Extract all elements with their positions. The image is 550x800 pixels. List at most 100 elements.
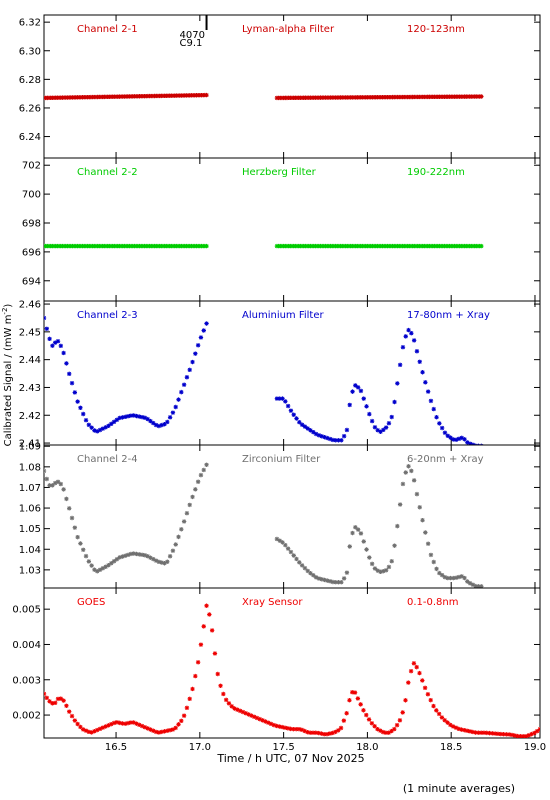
data-point	[64, 703, 69, 709]
data-point	[313, 431, 319, 437]
data-point	[473, 730, 478, 735]
y-tick-label: 2.46	[19, 300, 41, 311]
data-point	[308, 571, 313, 576]
data-point	[223, 697, 229, 703]
data-point	[456, 726, 461, 732]
data-point	[283, 542, 288, 548]
data-point	[378, 728, 383, 733]
data-point	[420, 678, 425, 683]
data-point	[170, 727, 176, 732]
data-point	[327, 579, 333, 584]
data-point	[476, 730, 481, 735]
data-point	[187, 696, 192, 702]
data-point	[322, 577, 327, 583]
data-point	[240, 709, 246, 715]
y-tick-label: 1.04	[19, 545, 41, 556]
data-point	[131, 551, 136, 556]
data-point	[114, 720, 120, 725]
data-point	[190, 359, 195, 365]
data-point	[89, 425, 94, 430]
data-point	[437, 421, 442, 426]
data-point	[271, 722, 276, 728]
data-point	[137, 722, 142, 728]
data-point	[311, 429, 316, 435]
data-point	[420, 370, 425, 375]
data-point	[176, 722, 181, 727]
panel-filter-label: Lyman-alpha Filter	[242, 24, 335, 35]
data-point	[532, 730, 537, 736]
data-point	[294, 556, 299, 562]
data-point	[190, 686, 195, 692]
panel-frame	[43, 157, 541, 302]
data-point	[198, 472, 204, 478]
data-point	[515, 733, 520, 738]
data-point	[369, 561, 375, 567]
data-point	[187, 502, 192, 508]
data-point	[361, 708, 366, 713]
data-point	[506, 732, 512, 737]
data-point	[106, 562, 111, 568]
data-point	[125, 414, 131, 419]
data-point	[479, 243, 484, 249]
data-point	[299, 422, 305, 427]
data-point	[341, 433, 347, 439]
y-tick-label: 2.41	[19, 439, 41, 450]
data-point	[397, 362, 403, 368]
panel-ch2-2: 694 696 698 700 702 Channel 2-2 Herzberg Filte…	[22, 157, 541, 302]
data-point	[364, 712, 369, 718]
data-point	[109, 421, 114, 427]
data-point	[83, 553, 89, 559]
data-point	[358, 531, 364, 536]
data-point	[459, 727, 464, 732]
data-point	[428, 398, 434, 404]
data-point	[498, 731, 503, 737]
panel-goes: 0.002 0.003 0.004 0.005 GOES Xray Sensor 0.1-0…	[12, 587, 546, 753]
data-point	[291, 412, 296, 417]
data-point	[69, 380, 75, 386]
data-point	[291, 726, 296, 732]
data-point	[414, 491, 420, 497]
data-point	[280, 540, 285, 545]
series-segment-0	[44, 92, 209, 101]
data-point	[55, 339, 61, 344]
data-point	[184, 375, 190, 380]
data-point	[442, 717, 447, 723]
data-point	[434, 708, 439, 713]
data-point	[325, 578, 330, 583]
panel-band-label: 120-123nm	[407, 24, 465, 35]
data-point	[125, 552, 131, 558]
data-point	[285, 546, 291, 551]
data-point	[123, 553, 128, 558]
data-point	[58, 696, 64, 701]
panel-band-label: 17-80nm + Xray	[407, 310, 490, 321]
data-point	[72, 390, 78, 395]
series-segment-1	[274, 464, 484, 588]
data-point	[439, 425, 445, 431]
series-segment-0	[44, 315, 209, 434]
data-point	[395, 523, 400, 529]
data-point	[490, 731, 495, 736]
data-point	[218, 683, 223, 689]
data-point	[467, 729, 473, 734]
data-point	[431, 406, 436, 412]
data-point	[103, 425, 108, 430]
data-point	[313, 730, 319, 735]
data-point	[120, 721, 125, 726]
data-point	[358, 702, 363, 707]
data-point	[184, 510, 190, 516]
data-point	[453, 437, 459, 442]
data-point	[439, 715, 445, 720]
data-point	[431, 703, 436, 709]
data-point	[400, 345, 406, 350]
data-point	[313, 575, 319, 580]
data-point	[187, 367, 192, 373]
data-point	[47, 483, 52, 488]
data-point	[198, 642, 204, 647]
data-point	[173, 404, 178, 410]
data-point	[72, 718, 78, 723]
data-point	[456, 436, 462, 442]
data-point	[81, 727, 86, 732]
x-tick-label: 18.5	[440, 742, 462, 753]
data-point	[389, 559, 394, 564]
